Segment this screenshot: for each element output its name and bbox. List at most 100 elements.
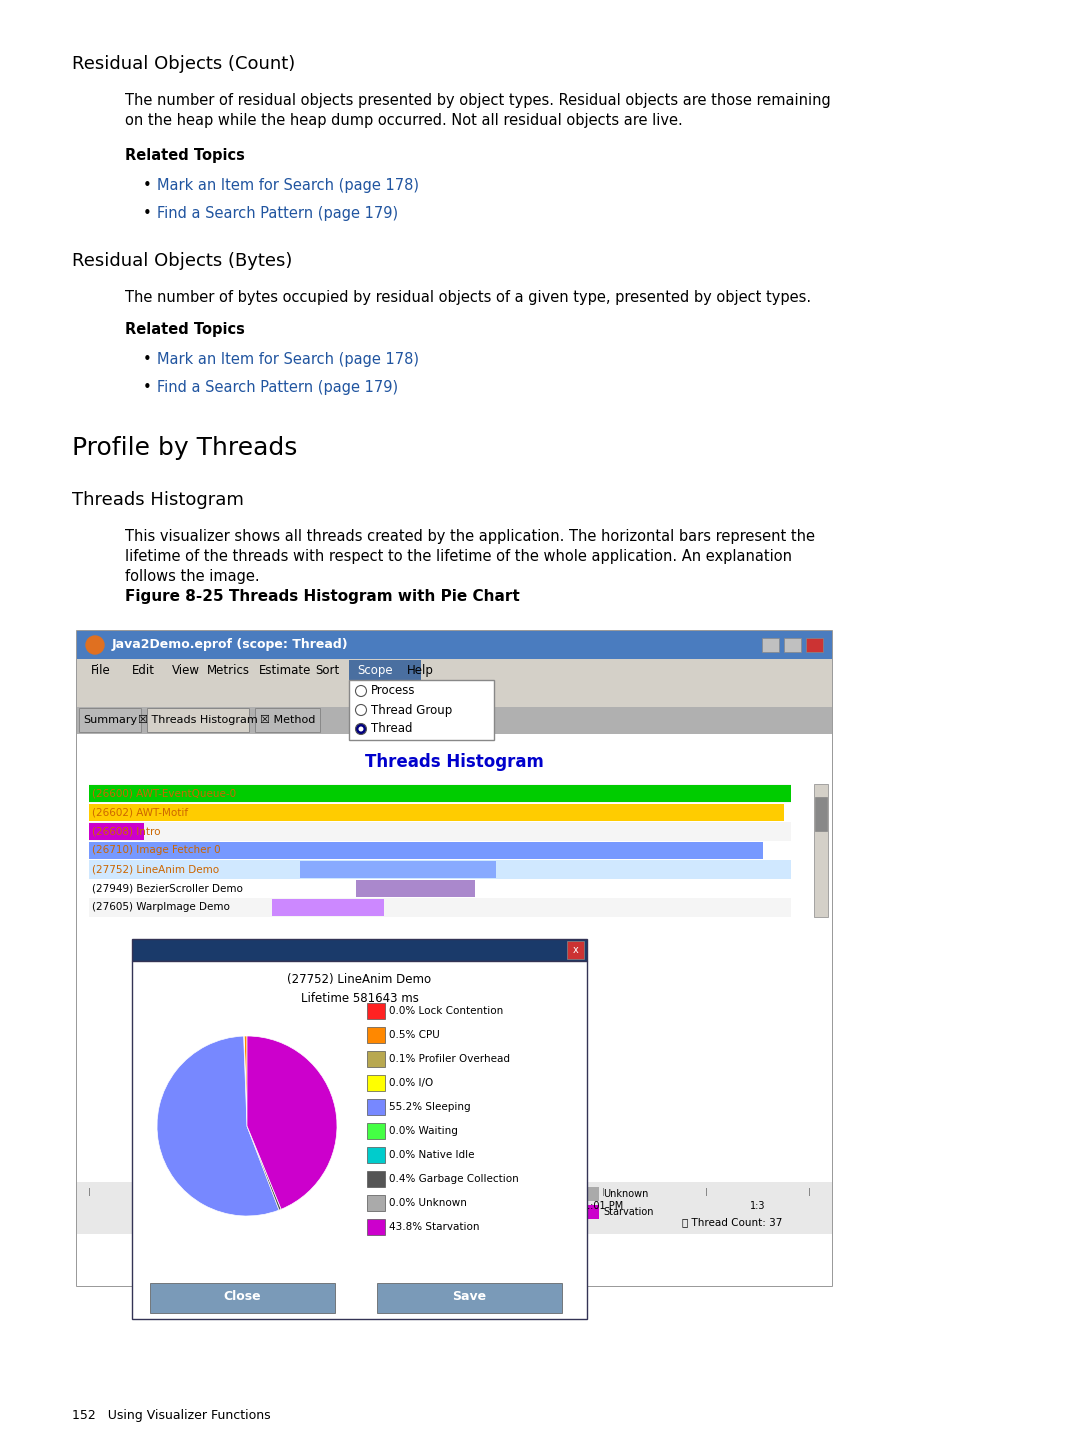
Wedge shape — [157, 1035, 279, 1217]
Text: (27949) BezierScroller Demo: (27949) BezierScroller Demo — [92, 883, 243, 893]
Text: 0.0% Waiting: 0.0% Waiting — [389, 1126, 458, 1136]
Bar — [567, 940, 584, 959]
Bar — [577, 1186, 599, 1201]
Bar — [132, 961, 588, 1319]
Text: Threads Histogram: Threads Histogram — [72, 490, 244, 509]
Text: Profile by Threads: Profile by Threads — [72, 436, 297, 460]
Text: (27752) LineAnim Demo: (27752) LineAnim Demo — [92, 864, 219, 874]
Text: Close: Close — [224, 1290, 261, 1303]
Text: Edit: Edit — [132, 664, 156, 677]
Text: (26608) Intro: (26608) Intro — [92, 827, 161, 837]
Bar — [89, 823, 144, 840]
Text: Mark an Item for Search (page 178): Mark an Item for Search (page 178) — [157, 352, 419, 367]
Text: Thread: Thread — [372, 722, 413, 735]
Bar — [367, 1051, 384, 1067]
Circle shape — [355, 686, 366, 696]
Bar — [377, 1283, 562, 1313]
Bar — [814, 784, 828, 917]
Text: Related Topics: Related Topics — [125, 322, 245, 336]
Bar — [815, 797, 827, 831]
Circle shape — [355, 705, 366, 716]
Text: Sort: Sort — [315, 664, 339, 677]
Text: •: • — [143, 380, 152, 395]
Circle shape — [86, 636, 104, 654]
Bar — [89, 785, 791, 801]
Text: bage Collection: bage Collection — [383, 1206, 459, 1217]
Bar — [89, 804, 784, 821]
Text: Find a Search Pattern (page 179): Find a Search Pattern (page 179) — [157, 380, 399, 395]
Bar — [89, 823, 791, 840]
Bar — [367, 1123, 384, 1139]
Bar — [349, 680, 494, 741]
Text: (26710) Image Fetcher 0: (26710) Image Fetcher 0 — [92, 846, 220, 856]
Text: ve Idle: ve Idle — [383, 1189, 416, 1199]
Bar — [132, 939, 588, 961]
Text: 0.0% Native Idle: 0.0% Native Idle — [389, 1150, 474, 1160]
Bar — [77, 733, 832, 1286]
Text: Thread Group: Thread Group — [372, 703, 453, 716]
Wedge shape — [244, 1035, 247, 1126]
Bar — [147, 707, 249, 732]
Text: Mark an Item for Search (page 178): Mark an Item for Search (page 178) — [157, 178, 419, 193]
Bar — [255, 707, 320, 732]
Bar — [355, 880, 475, 896]
Text: 0.5% CPU: 0.5% CPU — [389, 1030, 440, 1040]
FancyBboxPatch shape — [77, 631, 832, 659]
Text: Related Topics: Related Topics — [125, 148, 245, 162]
Bar — [299, 861, 496, 877]
Bar — [784, 638, 801, 651]
Text: Lifetime 581643 ms: Lifetime 581643 ms — [300, 992, 418, 1005]
Text: x: x — [572, 945, 579, 955]
Text: Java2Demo.eprof (scope: Thread): Java2Demo.eprof (scope: Thread) — [112, 638, 349, 651]
Bar — [89, 879, 791, 897]
Text: 43.8% Starvation: 43.8% Starvation — [389, 1222, 480, 1232]
Text: The number of bytes occupied by residual objects of a given type, presented by o: The number of bytes occupied by residual… — [125, 290, 811, 305]
Text: 55.2% Sleeping: 55.2% Sleeping — [389, 1102, 471, 1112]
Bar — [367, 1027, 384, 1043]
Text: 152   Using Visualizer Functions: 152 Using Visualizer Functions — [72, 1409, 271, 1422]
Wedge shape — [244, 1035, 247, 1126]
Bar — [577, 1205, 599, 1219]
Bar — [89, 841, 791, 860]
Text: 1:3: 1:3 — [750, 1201, 766, 1211]
Text: Starvation: Starvation — [603, 1206, 653, 1217]
Text: (26600) AWT-EventQueue-0: (26600) AWT-EventQueue-0 — [92, 788, 237, 798]
Text: (26602) AWT-Motif: (26602) AWT-Motif — [92, 807, 188, 817]
Bar — [349, 660, 421, 680]
Text: 1:01 PM: 1:01 PM — [583, 1201, 623, 1211]
Bar — [77, 1182, 832, 1234]
Text: •: • — [143, 352, 152, 367]
Text: Residual Objects (Count): Residual Objects (Count) — [72, 55, 295, 73]
Bar — [357, 1186, 379, 1201]
Bar — [77, 659, 832, 682]
Text: (27752) LineAnim Demo: (27752) LineAnim Demo — [287, 972, 432, 985]
Bar — [271, 899, 383, 916]
Text: Find a Search Pattern (page 179): Find a Search Pattern (page 179) — [157, 206, 399, 221]
Text: ☒ Method: ☒ Method — [260, 715, 315, 725]
Text: Residual Objects (Bytes): Residual Objects (Bytes) — [72, 252, 293, 270]
Bar — [806, 638, 823, 651]
Text: ☒ Threads Histogram: ☒ Threads Histogram — [138, 715, 258, 725]
Text: Process: Process — [372, 684, 416, 697]
Bar — [367, 1219, 384, 1235]
Bar — [367, 1002, 384, 1020]
Bar — [79, 707, 141, 732]
Text: Estimate: Estimate — [259, 664, 311, 677]
Wedge shape — [247, 1035, 337, 1209]
Bar — [357, 1205, 379, 1219]
Text: 0.0% Lock Contention: 0.0% Lock Contention — [389, 1007, 503, 1017]
Wedge shape — [247, 1126, 281, 1211]
Text: •: • — [143, 178, 152, 193]
Text: y percentage: y percentage — [383, 1225, 447, 1235]
Circle shape — [355, 723, 366, 735]
FancyBboxPatch shape — [77, 631, 832, 1286]
Text: View: View — [172, 664, 200, 677]
Text: 0.0% Unknown: 0.0% Unknown — [389, 1198, 467, 1208]
Text: 0.4% Garbage Collection: 0.4% Garbage Collection — [389, 1173, 518, 1183]
Text: Summary: Summary — [83, 715, 137, 725]
Text: Unknown: Unknown — [603, 1189, 648, 1199]
Text: File: File — [91, 664, 111, 677]
Bar — [762, 638, 779, 651]
Circle shape — [359, 726, 364, 732]
Text: (27605) WarpImage Demo: (27605) WarpImage Demo — [92, 902, 230, 912]
